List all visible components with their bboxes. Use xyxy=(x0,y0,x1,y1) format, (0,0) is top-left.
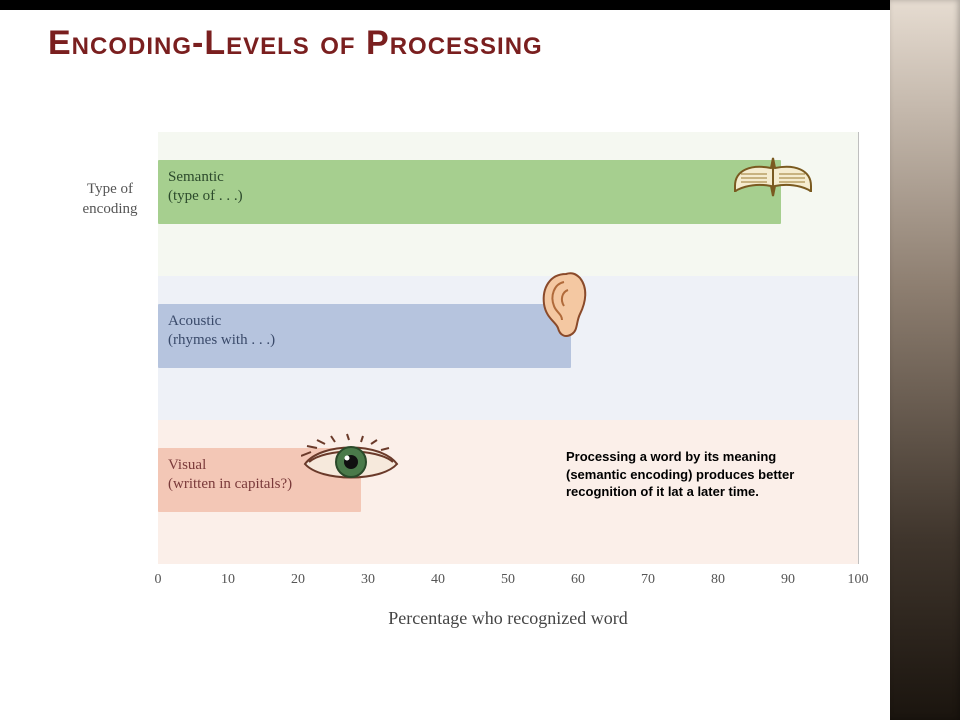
x-tick: 80 xyxy=(711,572,725,588)
ear-icon xyxy=(540,270,592,345)
x-tick: 30 xyxy=(361,572,375,588)
y-axis-label: Type ofencoding xyxy=(66,180,154,219)
x-tick: 0 xyxy=(155,572,162,588)
x-tick: 10 xyxy=(221,572,235,588)
x-tick: 70 xyxy=(641,572,655,588)
x-tick: 50 xyxy=(501,572,515,588)
x-axis-ticks: 0102030405060708090100 xyxy=(158,572,858,592)
x-tick: 20 xyxy=(291,572,305,588)
x-tick: 100 xyxy=(848,572,869,588)
bar-label-visual: Visual(written in capitals?) xyxy=(168,456,292,494)
x-tick: 60 xyxy=(571,572,585,588)
page-title: Encoding-Levels of Processing xyxy=(48,24,543,63)
top-rule xyxy=(0,0,960,10)
right-decor-band xyxy=(890,0,960,720)
bar-label-acoustic: Acoustic(rhymes with . . .) xyxy=(168,312,275,350)
bar-label-semantic: Semantic(type of . . .) xyxy=(168,168,243,206)
x-tick: 90 xyxy=(781,572,795,588)
caption-text: Processing a word by its meaning (semant… xyxy=(566,448,826,501)
slide: Encoding-Levels of Processing Type ofenc… xyxy=(0,0,960,720)
eye-icon xyxy=(301,428,401,497)
gridline xyxy=(858,132,859,564)
chart-area: Semantic(type of . . .) Acoustic(rhymes w… xyxy=(158,132,858,564)
bar-semantic xyxy=(158,160,781,224)
book-icon xyxy=(733,150,813,203)
x-axis-label: Percentage who recognized word xyxy=(158,608,858,629)
chart-figure: Type ofencoding Semantic(type of . . .) A… xyxy=(68,120,878,660)
x-tick: 40 xyxy=(431,572,445,588)
